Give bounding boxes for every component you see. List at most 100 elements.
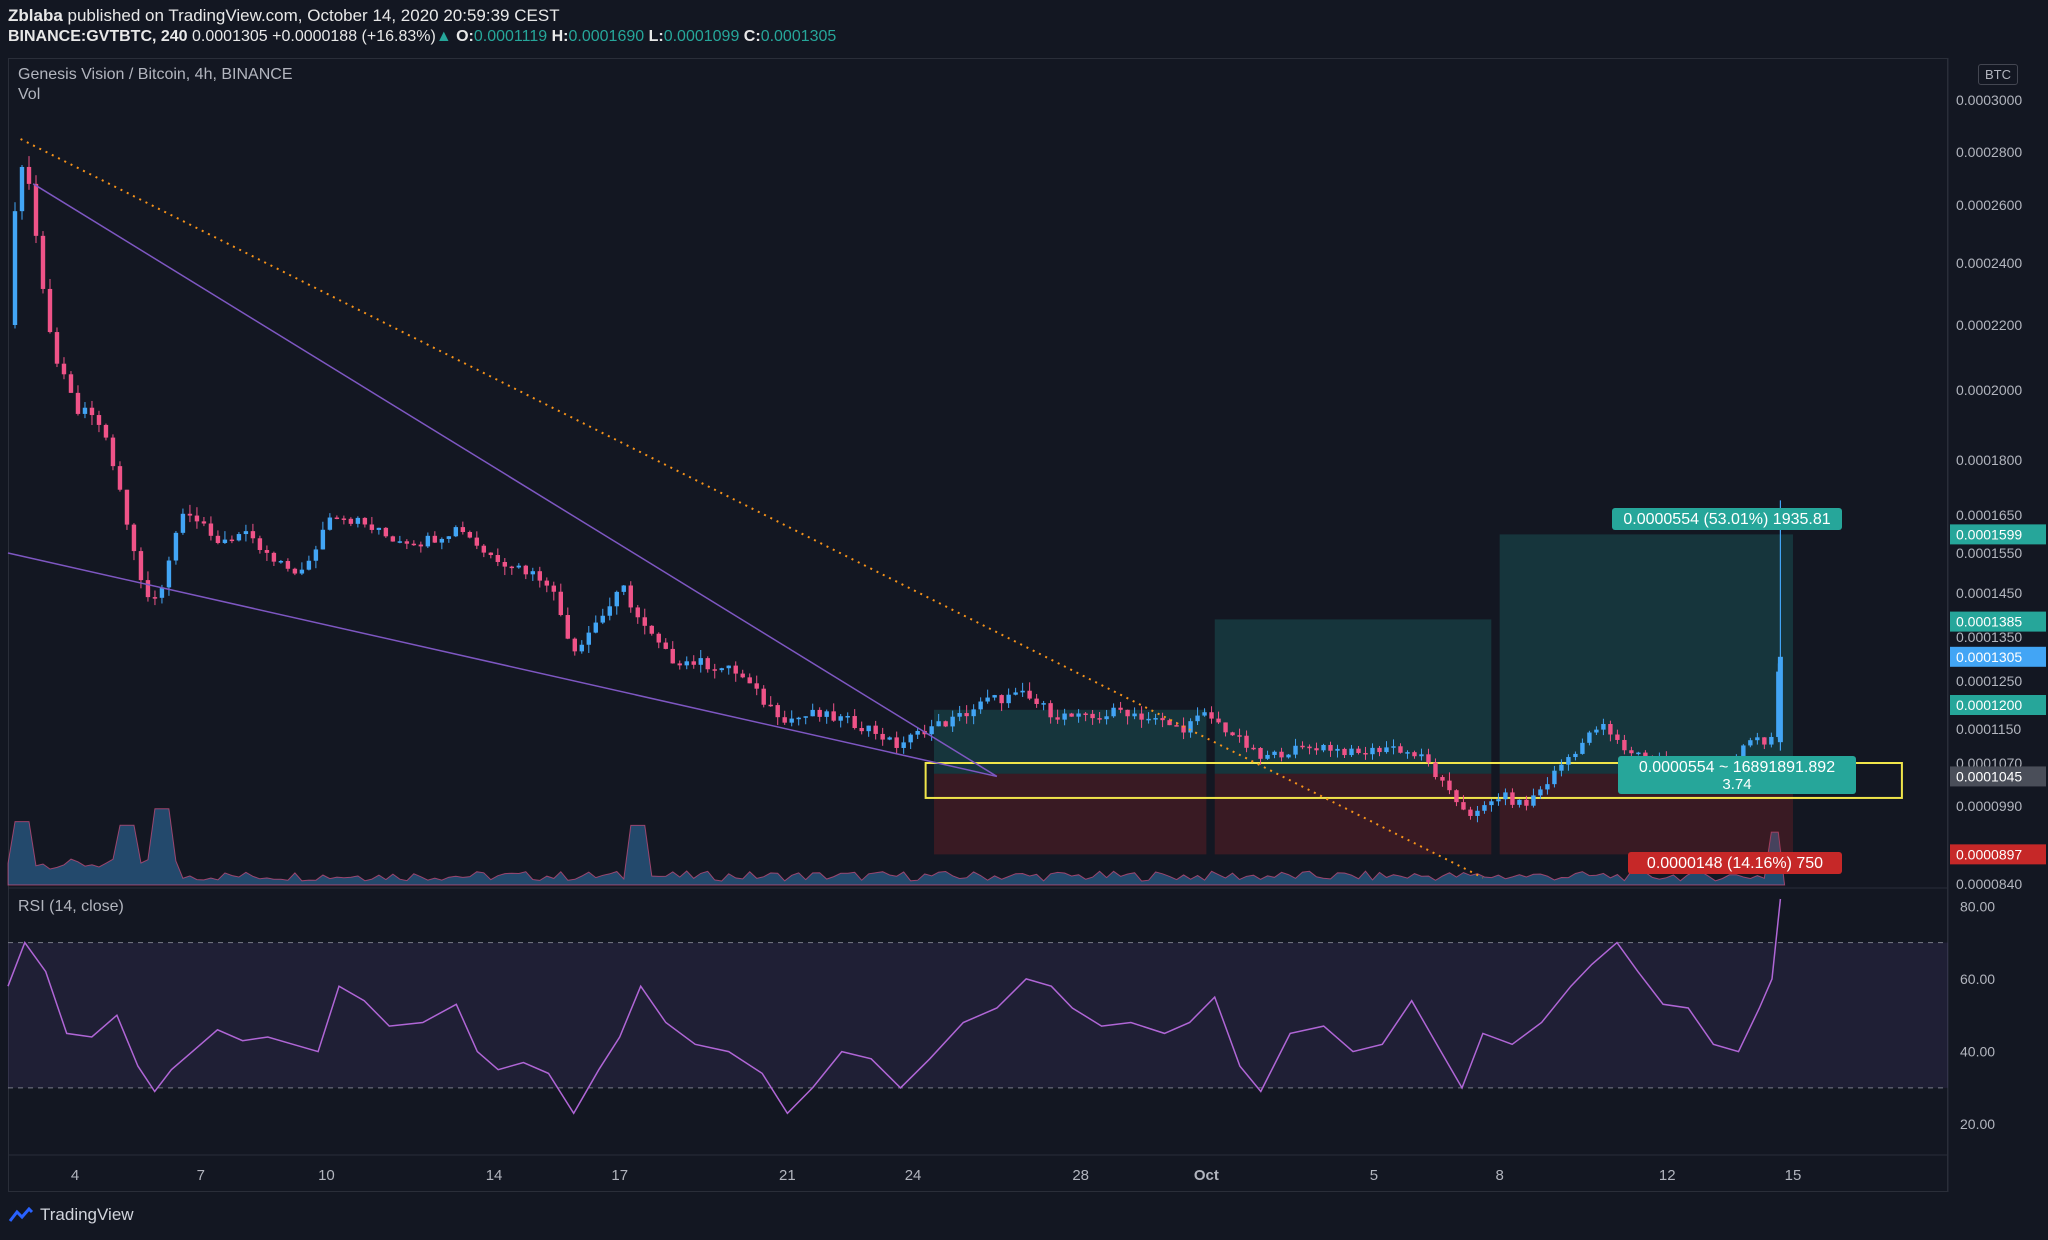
price-tick: 0.0001150 — [1956, 721, 2021, 737]
candle-body — [1629, 750, 1634, 754]
footer-brand[interactable]: TradingView — [8, 1205, 134, 1225]
candle-body — [467, 532, 473, 538]
candle-body — [1468, 809, 1473, 816]
candle-body — [320, 529, 326, 550]
price-badge: 0.0001045 — [1956, 768, 2022, 784]
candle-body — [747, 677, 752, 684]
candle-body — [992, 695, 997, 698]
price-badge-bg — [1950, 646, 2046, 667]
candle-body — [1777, 656, 1783, 743]
candle-body — [1153, 718, 1158, 720]
candle-body — [691, 661, 696, 665]
candle-body — [1552, 770, 1557, 785]
candle-body — [1076, 713, 1081, 717]
candle-body — [1622, 739, 1627, 751]
candle-body — [1391, 746, 1396, 748]
candle-body — [1384, 747, 1389, 753]
price-tick: 0.0002000 — [1956, 382, 2022, 398]
candle-body — [201, 521, 207, 524]
candle-body — [1048, 703, 1053, 718]
price-tick: 0.0001450 — [1956, 585, 2022, 601]
candle-body — [614, 591, 619, 607]
price-tick: 0.0002800 — [1956, 144, 2022, 160]
candle-body — [971, 709, 976, 717]
candle-body — [439, 538, 445, 543]
volume-legend[interactable]: Vol — [18, 86, 41, 103]
open-label: O: — [456, 28, 474, 45]
candle-body — [1104, 716, 1109, 720]
candle-body — [1741, 745, 1746, 757]
low-label: L: — [648, 28, 664, 45]
candle-body — [187, 513, 193, 516]
candle-body — [1475, 810, 1480, 816]
candle-body — [236, 534, 242, 541]
currency-badge[interactable]: BTC — [1978, 64, 2018, 85]
candle-body — [698, 658, 703, 665]
candle-body — [705, 658, 710, 670]
price-tick: 0.0002200 — [1956, 317, 2022, 333]
candle-body — [1370, 747, 1375, 755]
candle-body — [474, 537, 480, 546]
candle-body — [110, 437, 116, 467]
price-badge-bg — [1950, 611, 2046, 632]
rsi-tick: 40.00 — [1960, 1044, 1995, 1060]
candle-body — [1181, 725, 1186, 733]
time-tick: 5 — [1370, 1167, 1378, 1184]
candle-body — [404, 541, 410, 544]
candle-body — [1321, 744, 1326, 751]
candle-body — [180, 513, 186, 533]
candle-body — [1419, 754, 1424, 757]
candle-body — [1769, 736, 1774, 745]
candle-body — [1139, 713, 1144, 720]
stop-zone-0 — [934, 773, 1207, 855]
candle-body — [866, 725, 871, 732]
open-value: 0.0001119 — [473, 28, 548, 45]
candle-body — [229, 539, 235, 542]
candle-body — [1531, 795, 1536, 806]
stop-zone-1 — [1214, 773, 1492, 855]
candle-body — [1755, 737, 1760, 741]
candle-body — [572, 638, 577, 652]
price-badge: 0.0000897 — [1956, 846, 2022, 862]
candle-body — [649, 625, 654, 634]
rsi-legend[interactable]: RSI (14, close) — [18, 898, 124, 915]
price-badge: 0.0001385 — [1956, 614, 2022, 630]
volume-area — [7, 808, 1786, 886]
candle-body — [1314, 748, 1319, 751]
price-tick: 0.0000990 — [1956, 798, 2022, 814]
candle-body — [642, 617, 647, 626]
chart-legend[interactable]: Genesis Vision / Bitcoin, 4h, BINANCE — [18, 66, 293, 83]
candle-body — [292, 568, 298, 574]
candle-body — [964, 713, 969, 717]
candle-body — [1601, 723, 1606, 730]
price-change: +0.0000188 (+16.83%) — [272, 28, 436, 45]
time-tick: 12 — [1659, 1167, 1676, 1184]
candle-body — [712, 669, 717, 671]
candle-body — [1160, 718, 1165, 721]
candle-body — [677, 663, 682, 666]
candle-body — [1146, 718, 1151, 721]
candle-body — [1748, 740, 1753, 746]
candle-body — [425, 535, 431, 547]
candle-body — [628, 585, 633, 608]
candle-body — [845, 716, 850, 718]
candle-body — [355, 517, 361, 524]
candle-body — [838, 716, 843, 721]
candle-body — [1300, 745, 1305, 748]
footer-brand-label: TradingView — [40, 1205, 134, 1224]
candle-body — [733, 665, 738, 674]
candle-body — [523, 565, 529, 575]
candle-body — [159, 587, 165, 598]
candle-body — [1265, 754, 1270, 759]
candle-body — [1538, 789, 1543, 796]
candle-body — [362, 517, 368, 525]
target-label: 0.0000554 (53.01%) 1935.81 — [1623, 511, 1830, 528]
candle-body — [1062, 713, 1067, 720]
candle-body — [621, 585, 626, 592]
rsi-tick: 60.00 — [1960, 971, 1995, 987]
candle-body — [901, 742, 906, 748]
author-name[interactable]: Zblaba — [8, 6, 63, 25]
candle-body — [817, 709, 822, 717]
price-badge-bg — [1950, 695, 2046, 715]
